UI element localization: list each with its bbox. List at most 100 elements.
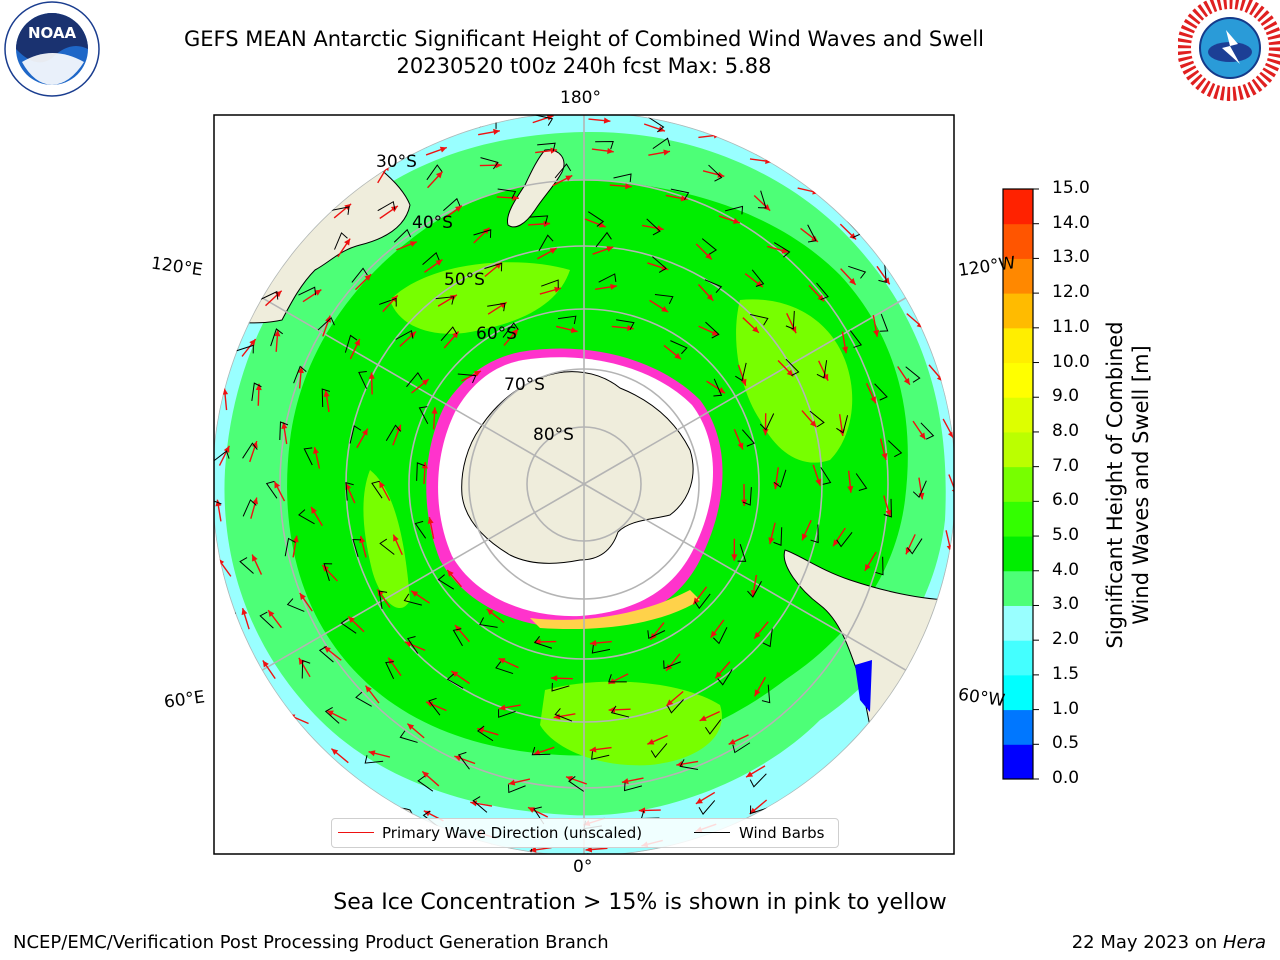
wave-arrow-head <box>359 536 366 543</box>
colorbar-segment <box>1003 258 1033 294</box>
antarctica-land <box>461 371 694 564</box>
wave-arrow-head <box>833 539 840 547</box>
wave-arrow-head <box>477 727 485 734</box>
wave-arrow-head <box>864 563 871 571</box>
wind-barb <box>557 315 577 325</box>
wave-arrow-head <box>324 646 331 653</box>
wind-barb <box>732 742 751 754</box>
wave-arrow-head <box>842 346 849 354</box>
wind-barb <box>265 480 278 499</box>
wave-arrow-head <box>815 478 822 486</box>
wind-barb <box>905 366 921 383</box>
wind-barb <box>667 699 684 714</box>
wave-arrow-head <box>222 388 229 395</box>
lon-label-180: 180° <box>560 88 601 108</box>
wave-arrow-head <box>379 481 385 489</box>
wind-barb <box>735 362 747 382</box>
wave-arrow-head <box>323 390 330 397</box>
wind-barb <box>393 228 412 243</box>
wind-barb <box>855 473 868 491</box>
colorbar-tick-label: 14.0 <box>1052 212 1090 233</box>
wave-arrow-head <box>666 664 673 671</box>
wind-barb <box>371 480 383 499</box>
colorbar-tick-label: 3.0 <box>1052 594 1080 615</box>
wave-arrow-head <box>754 689 761 697</box>
wind-barb <box>414 520 427 539</box>
noaa-logo: NOAA <box>4 1 100 97</box>
colorbar-tick-label: 4.0 <box>1052 559 1080 580</box>
wind-barb <box>345 482 354 501</box>
wind-barb <box>836 415 849 434</box>
wind-barb <box>762 628 773 648</box>
wind-barb <box>650 743 668 759</box>
lat-label-50s: 50°S <box>444 270 485 290</box>
colorbar-segment <box>1003 744 1033 780</box>
wave-arrow-head <box>404 641 412 648</box>
colorbar-tick-label: 0.5 <box>1052 733 1080 754</box>
wave-arrow-head <box>731 554 738 561</box>
wave-arrow-head <box>746 771 754 778</box>
wave-arrow-head <box>368 372 375 379</box>
wave-arrow-head <box>870 396 876 404</box>
wind-barb <box>531 746 551 756</box>
wave-arrow-head <box>292 535 299 543</box>
wind-barb <box>849 330 863 348</box>
wave-arrow-head <box>732 218 740 224</box>
wind-barb <box>737 544 747 562</box>
wind-barb <box>406 635 419 654</box>
wave-arrow-head <box>847 486 854 493</box>
colorbar-tick-label: 13.0 <box>1052 247 1090 268</box>
wind-barb <box>418 406 429 425</box>
wind-barb <box>587 211 605 227</box>
wind-barb <box>534 115 554 126</box>
wind-barb <box>344 334 358 353</box>
date-text: 22 May 2023 on <box>1071 932 1223 953</box>
wave-arrow-head <box>881 453 888 460</box>
wind-barb <box>529 215 549 224</box>
wind-barb <box>507 784 526 794</box>
wave-arrow-head <box>762 428 769 436</box>
wind-barb <box>377 200 396 212</box>
wind-barb <box>529 848 548 854</box>
wave-arrow-head <box>426 701 434 708</box>
wave-arrow-head <box>710 630 717 638</box>
wave-arrow-head <box>554 286 562 293</box>
colorbar-segment <box>1003 466 1033 502</box>
colorbar-tick-label: 5.0 <box>1052 525 1080 546</box>
wave-arrow-head <box>627 324 634 332</box>
wind-barb <box>670 340 688 355</box>
wave-arrow-head <box>345 483 352 491</box>
wave-arrow-head <box>529 846 537 853</box>
wind-barb <box>749 805 768 815</box>
wind-barb <box>879 313 889 332</box>
wave-arrow-head <box>565 775 573 782</box>
wind-barb <box>399 730 418 743</box>
colorbar <box>1003 188 1039 780</box>
wind-barb <box>820 467 832 485</box>
colorbar-segment <box>1003 397 1033 433</box>
wave-arrow-head <box>589 640 597 647</box>
wave-arrow-head <box>411 590 419 597</box>
credit-line: NCEP/EMC/Verification Post Processing Pr… <box>13 932 609 953</box>
wind-barb <box>457 373 477 384</box>
wave-arrow-head <box>498 704 506 711</box>
wind-barb <box>279 421 289 440</box>
wind-barb <box>848 265 867 279</box>
wind-barb <box>385 661 395 680</box>
wind-barb <box>502 322 519 338</box>
wave-arrow-head <box>365 685 372 693</box>
wind-barb <box>352 539 362 557</box>
wave-arrow <box>948 474 954 496</box>
wave-arrow-head <box>249 339 256 346</box>
wind-barb <box>623 782 643 792</box>
wave-arrow-head <box>699 715 707 721</box>
wind-barb <box>498 709 516 718</box>
colorbar-segment <box>1003 674 1033 711</box>
wind-barb <box>708 164 723 182</box>
wind-barb <box>331 206 350 215</box>
wind-barb <box>874 383 888 401</box>
wave-arrow-head <box>364 274 372 281</box>
wave-arrow-head <box>348 616 355 624</box>
colorbar-segment <box>1003 501 1033 537</box>
wave-arrow-head <box>298 657 305 665</box>
